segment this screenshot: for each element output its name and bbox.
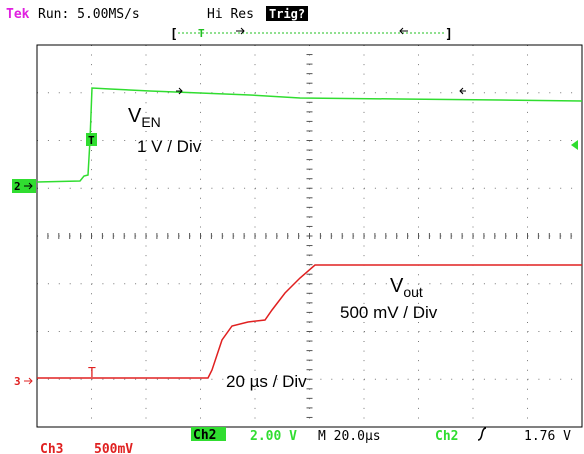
trigger-slope: [477, 427, 487, 441]
trigger-state-box: [266, 6, 308, 21]
time-scale: 20 µs / Div: [226, 372, 307, 391]
ch2-trigger-box: [86, 133, 97, 146]
record-trigger: T: [198, 27, 205, 40]
record-bracket-right: ]: [445, 27, 453, 42]
ch2-label-box: [191, 427, 226, 441]
record-bracket-left: [: [170, 27, 178, 42]
ven-main: V: [128, 105, 142, 127]
arrow: [459, 87, 466, 95]
ch2-trace: [36, 87, 583, 183]
ch3-trace: [37, 264, 582, 379]
arrow: [399, 27, 408, 35]
acq-mode: Hi Res: [207, 7, 254, 22]
arrow: [236, 27, 245, 35]
arrow: [24, 182, 33, 190]
run-status: Run: 5.00MS/s: [38, 7, 140, 22]
trigger-state: Trig?: [269, 7, 305, 21]
ch2-offset-arrow: [571, 140, 578, 150]
ven-scale: 1 V / Div: [137, 137, 202, 156]
trigger-source: Ch2: [435, 429, 458, 444]
ch3-scale: 500mV: [94, 442, 133, 454]
arrow: [24, 377, 33, 385]
ch3-trigger: T: [88, 366, 96, 381]
graticule: [36, 44, 583, 428]
ch2-marker: 2: [14, 180, 21, 193]
brand: Tek: [6, 7, 30, 22]
ch2-scale: 2.00 V: [250, 429, 297, 444]
trigger-level: 1.76 V: [524, 429, 571, 444]
ch3-marker: 3: [14, 375, 21, 388]
vout-main: V: [390, 275, 404, 297]
vout-sub: out: [403, 284, 423, 300]
ch2-label: Ch2: [193, 428, 216, 443]
ch2-trigger: T: [88, 134, 95, 147]
graticule-border: [36, 44, 583, 428]
arrow: [176, 87, 183, 95]
ven-sub: EN: [141, 114, 160, 130]
vout-label: Vout: [390, 275, 423, 300]
ch3-label: Ch3: [40, 442, 63, 454]
vout-scale: 500 mV / Div: [340, 303, 438, 322]
timebase: M 20.0µs: [318, 429, 381, 444]
ven-label: VEN: [128, 105, 161, 130]
